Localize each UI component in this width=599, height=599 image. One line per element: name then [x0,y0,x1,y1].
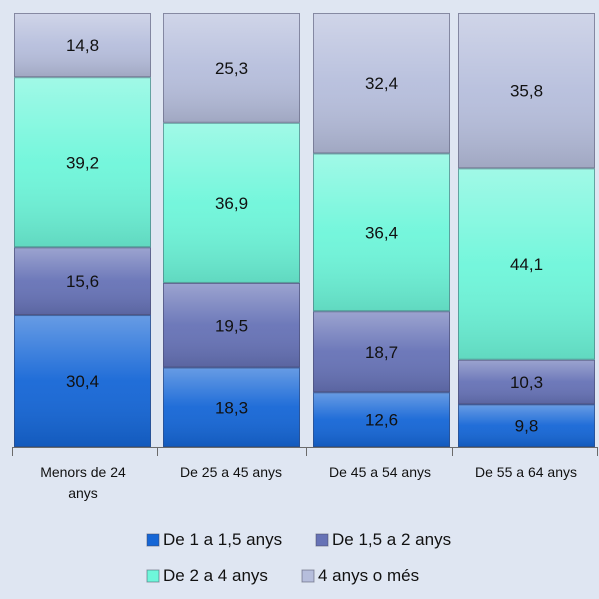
data-label: 35,8 [510,82,543,101]
bar-segment-group: 10,3 [458,359,595,405]
bar-segment-group: 35,8 [458,13,595,169]
bar-segment-outline [313,13,450,154]
bar-segment-group: 36,4 [313,153,450,312]
bar-segment-outline [163,13,300,123]
bar-segment-group: 15,6 [14,247,151,316]
legend-item: De 1 a 1,5 anys [146,530,282,549]
data-label: 36,4 [365,223,398,242]
data-label: 10,3 [510,373,543,392]
data-label: 19,5 [215,316,248,335]
bar-segment-outline [458,168,595,360]
legend-item: De 1,5 a 2 anys [315,530,451,549]
legend-item: De 2 a 4 anys [146,566,268,585]
data-label: 12,6 [365,411,398,430]
legend-label: De 1,5 a 2 anys [332,530,451,549]
data-label: 36,9 [215,194,248,213]
bar-segment-outline [14,247,151,316]
x-tick-label: Menors de 24 [40,464,126,480]
bar-segment-outline [163,367,300,447]
legend-item: 4 anys o més [301,566,419,585]
legend-swatch [315,533,329,547]
legend-swatch [146,569,160,583]
bar-segment-group: 9,8 [458,404,595,447]
bar-segment-outline [458,404,595,447]
data-label: 9,8 [515,417,539,436]
x-tick-label: De 55 a 64 anys [475,464,577,480]
legend-swatch [301,569,315,583]
data-label: 25,3 [215,59,248,78]
bar-segment-outline [14,13,151,78]
data-label: 44,1 [510,255,543,274]
bar-segment-group: 32,4 [313,13,450,154]
legend-label: De 1 a 1,5 anys [163,530,282,549]
bar-segment-group: 44,1 [458,168,595,360]
data-label: 15,6 [66,272,99,291]
bar-segment-outline [163,282,300,368]
bar-segment-group: 19,5 [163,282,300,368]
data-label: 30,4 [66,372,99,391]
bars-layer: 30,4 15,6 39,2 14,8 18,3 19,5 36,9 25,3 12,6 18,7… [14,13,595,448]
data-label: 14,8 [66,36,99,55]
legend-label: 4 anys o més [318,566,419,585]
legend: De 1 a 1,5 anys De 1,5 a 2 anys De 2 a 4 a… [146,530,451,585]
bar-segment-group: 39,2 [14,77,151,248]
data-label: 18,7 [365,343,398,362]
bar-segment-outline [313,392,450,448]
bar-segment-outline [458,359,595,405]
bar-segment-outline [458,13,595,169]
bar-segment-outline [313,311,450,393]
bar-segment-group: 14,8 [14,13,151,78]
bar-segment-group: 36,9 [163,122,300,283]
bar-segment-group: 18,3 [163,367,300,447]
legend-swatch [146,533,160,547]
x-tick-label: De 25 a 45 anys [180,464,282,480]
x-axis: Menors de 24 anys De 25 a 45 anys De 45 a 5… [12,447,598,501]
bar-segment-group: 30,4 [14,315,151,447]
data-label: 18,3 [215,398,248,417]
data-label: 39,2 [66,153,99,172]
bar-segment-group: 12,6 [313,392,450,448]
bar-segment-group: 25,3 [163,13,300,123]
x-tick-label: anys [68,485,98,501]
data-label: 32,4 [365,74,398,93]
bar-segment-outline [313,153,450,312]
legend-label: De 2 a 4 anys [163,566,268,585]
bar-segment-outline [163,122,300,283]
bar-segment-outline [14,77,151,248]
bar-segment-group: 18,7 [313,311,450,393]
x-tick-label: De 45 a 54 anys [329,464,431,480]
bar-segment-outline [14,315,151,447]
